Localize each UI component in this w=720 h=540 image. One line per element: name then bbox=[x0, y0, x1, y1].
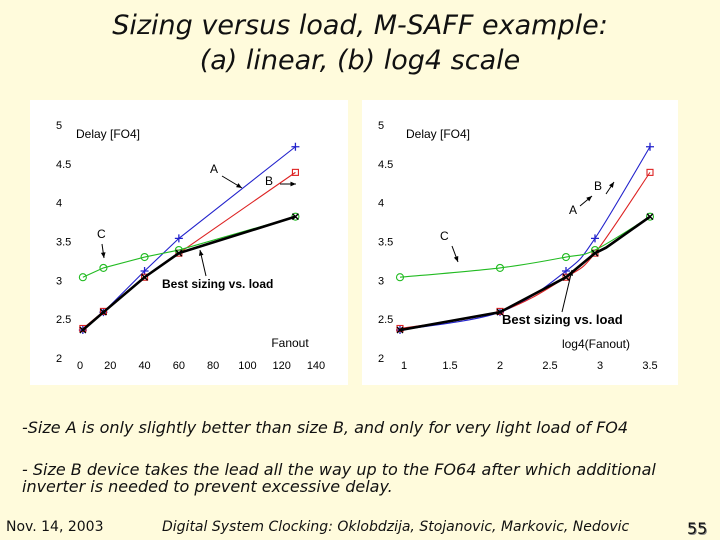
data-point-best bbox=[496, 308, 504, 316]
annotation-label: C bbox=[97, 227, 106, 241]
data-point-best bbox=[291, 213, 299, 221]
bullet-size-a: -Size A is only slightly better than siz… bbox=[22, 418, 629, 437]
chart-log4-svg: 2 2.5 3 3.5 4 4.5 5 1 1.5 2 2.5 3 3.5 Delay [FO4] log4… bbox=[378, 120, 658, 372]
title-line-2: (a) linear, (b) log4 scale bbox=[199, 45, 521, 76]
data-point-b bbox=[99, 307, 107, 315]
x-tick-label: 120 bbox=[273, 360, 291, 372]
y-tick-label: 4.5 bbox=[378, 159, 393, 171]
y-axis-title: Delay [FO4] bbox=[406, 127, 470, 141]
data-point-best bbox=[141, 273, 149, 281]
annotation-label: Best sizing vs. load bbox=[162, 277, 273, 291]
data-point-b bbox=[562, 273, 570, 281]
y-axis-title: Delay [FO4] bbox=[76, 127, 140, 141]
x-tick-label: 3 bbox=[597, 360, 603, 372]
chart-panel-log4: 2 2.5 3 3.5 4 4.5 5 1 1.5 2 2.5 3 3.5 Delay [FO4] log4… bbox=[362, 100, 678, 385]
y-tick-label: 3 bbox=[56, 275, 62, 287]
data-point-c bbox=[495, 263, 505, 272]
annotation-label: C bbox=[440, 229, 449, 243]
bullet-size-b: - Size B device takes the lead all the w… bbox=[22, 460, 656, 479]
y-tick-label: 2 bbox=[56, 353, 62, 365]
annotation-label: Best sizing vs. load bbox=[502, 312, 623, 327]
y-tick-label: 3.5 bbox=[56, 237, 71, 249]
x-tick-label: 3.5 bbox=[642, 360, 657, 372]
x-tick-label: 2.5 bbox=[542, 360, 557, 372]
chart-panel-linear: 2 2.5 3 3.5 4 4.5 5 0 20 40 60 80 100 120 140 Delay [FO… bbox=[30, 100, 348, 385]
x-tick-label: 140 bbox=[307, 360, 325, 372]
data-point-best bbox=[396, 326, 404, 334]
x-tick-label: 1.5 bbox=[442, 360, 457, 372]
y-tick-label: 5 bbox=[56, 120, 62, 132]
y-tick-label: 4 bbox=[56, 198, 62, 210]
series-line-best bbox=[82, 215, 296, 332]
x-tick-label: 100 bbox=[238, 360, 256, 372]
y-tick-label: 2.5 bbox=[56, 314, 71, 326]
bullet-size-b-continued: inverter is needed to prevent excessive … bbox=[22, 477, 393, 496]
y-tick-label: 5 bbox=[378, 120, 384, 132]
data-point-a bbox=[291, 142, 300, 151]
annotation-label: A bbox=[210, 162, 218, 176]
data-point-a bbox=[646, 142, 654, 151]
annotation-arrowhead bbox=[100, 252, 106, 258]
footer-date: Nov. 14, 2003 bbox=[6, 519, 104, 535]
y-tick-label: 4.5 bbox=[56, 159, 71, 171]
data-point-best bbox=[175, 249, 183, 257]
title-line-1: Sizing versus load, M-SAFF example: bbox=[112, 10, 608, 41]
x-tick-label: 60 bbox=[173, 360, 185, 372]
data-point-c bbox=[99, 263, 108, 272]
data-point-c bbox=[78, 273, 87, 282]
x-tick-label: 1 bbox=[401, 360, 407, 372]
footer-credit: Digital System Clocking: Oklobdzija, Sto… bbox=[162, 519, 630, 535]
x-tick-label: 40 bbox=[138, 360, 150, 372]
y-tick-label: 3 bbox=[378, 275, 384, 287]
x-tick-label: 2 bbox=[497, 360, 503, 372]
x-tick-label: 20 bbox=[104, 360, 116, 372]
x-tick-label: 80 bbox=[207, 360, 219, 372]
annotation-arrowhead bbox=[290, 181, 296, 187]
annotation-arrowhead bbox=[586, 196, 592, 202]
data-point-best bbox=[646, 213, 654, 221]
data-point-best bbox=[79, 326, 87, 334]
slide-title: Sizing versus load, M-SAFF example: (a) … bbox=[0, 8, 720, 78]
x-axis-title: log4(Fanout) bbox=[562, 337, 630, 351]
y-tick-label: 4 bbox=[378, 198, 384, 210]
series-line-b bbox=[399, 172, 651, 330]
annotation-arrowhead bbox=[608, 182, 614, 188]
data-point-b bbox=[291, 168, 299, 176]
data-point-best bbox=[99, 308, 107, 316]
annotation-label: A bbox=[569, 203, 577, 217]
data-point-a bbox=[174, 234, 183, 243]
series-line-c bbox=[399, 216, 651, 278]
x-axis-title: Fanout bbox=[271, 336, 309, 350]
y-tick-label: 3.5 bbox=[378, 237, 393, 249]
data-point-best bbox=[591, 249, 599, 257]
y-tick-label: 2 bbox=[378, 353, 384, 365]
y-tick-label: 2.5 bbox=[378, 314, 393, 326]
annotation-label: B bbox=[594, 179, 602, 193]
series-line-c bbox=[82, 216, 296, 278]
series-line-a bbox=[399, 146, 651, 331]
annotation-arrowhead bbox=[236, 183, 242, 188]
annotation-arrowhead bbox=[568, 270, 573, 276]
data-point-b bbox=[141, 273, 149, 281]
series-line-best bbox=[399, 215, 651, 332]
chart-linear-svg: 2 2.5 3 3.5 4 4.5 5 0 20 40 60 80 100 120 140 Delay [FO… bbox=[56, 120, 325, 372]
annotation-arrowhead bbox=[453, 256, 459, 262]
annotation-arrow bbox=[561, 269, 573, 313]
annotation-arrowhead bbox=[198, 250, 204, 256]
page-number: 55 bbox=[687, 519, 708, 538]
data-point-c bbox=[395, 273, 405, 282]
annotation-label: B bbox=[265, 174, 273, 188]
x-tick-label: 0 bbox=[77, 360, 83, 372]
data-point-b bbox=[646, 168, 654, 176]
data-point-c bbox=[645, 212, 655, 221]
data-point-c bbox=[140, 252, 149, 262]
data-point-a bbox=[591, 234, 599, 243]
data-point-c bbox=[561, 252, 571, 262]
data-point-best bbox=[562, 273, 570, 281]
